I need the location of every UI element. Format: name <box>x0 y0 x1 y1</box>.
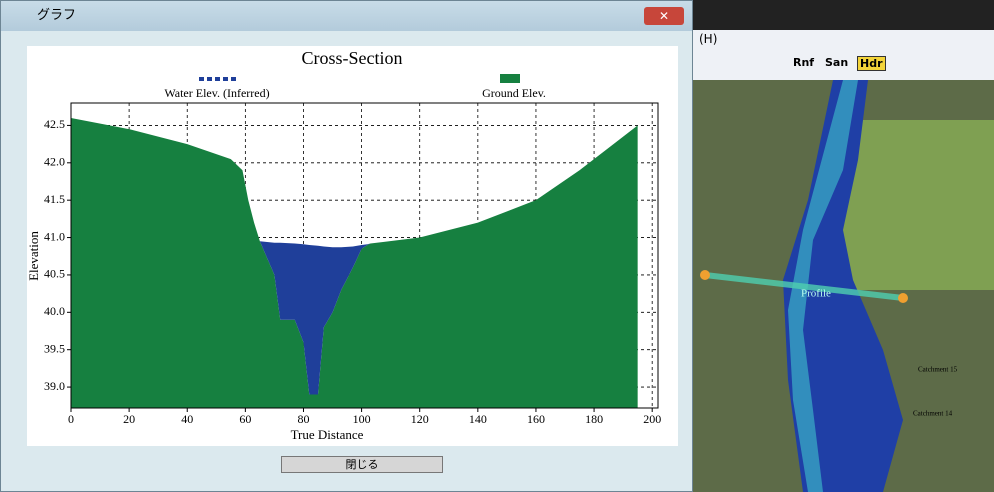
tool-button[interactable]: Hdr <box>857 56 886 71</box>
x-tick-label: 60 <box>239 412 251 426</box>
chart-title: Cross-Section <box>302 48 403 68</box>
close-button[interactable]: 閉じる <box>281 456 443 473</box>
profile-end <box>898 293 908 303</box>
title-bar: グラフ ✕ <box>1 1 692 31</box>
y-tick-label: 42.5 <box>44 117 65 131</box>
x-tick-label: 40 <box>181 412 193 426</box>
y-tick-label: 39.0 <box>44 379 65 393</box>
x-tick-label: 180 <box>585 412 603 426</box>
window-title: グラフ <box>37 8 77 23</box>
graph-window: グラフ ✕ Cross-Section Water Elev. (Inferred… <box>0 0 693 492</box>
flood-deep <box>788 80 858 492</box>
y-tick-label: 42.0 <box>44 155 65 169</box>
map-label: Profile <box>801 288 831 300</box>
x-tick-label: 0 <box>68 412 74 426</box>
toolbar: (H) Rnf San Hdr <box>693 30 994 80</box>
map-label: Catchment 14 <box>913 410 953 418</box>
legend-label: Ground Elev. <box>482 86 546 100</box>
tool-button[interactable]: Rnf <box>793 56 815 69</box>
ground-area <box>71 117 638 408</box>
x-tick-label: 140 <box>469 412 487 426</box>
map: Profile Catchment 15 Catchment 14 <box>693 80 994 492</box>
y-axis-label: Elevation <box>27 231 41 281</box>
y-tick-label: 39.5 <box>44 341 65 355</box>
x-tick-label: 200 <box>643 412 661 426</box>
tool-button[interactable]: San <box>825 56 849 69</box>
legend-label: Water Elev. (Inferred) <box>164 86 269 100</box>
top-strip <box>693 0 994 30</box>
map-label: Catchment 15 <box>918 366 958 374</box>
field <box>843 120 994 290</box>
profile-line <box>704 272 904 301</box>
legend-swatch <box>500 74 520 83</box>
x-tick-label: 20 <box>123 412 135 426</box>
y-tick-label: 41.0 <box>44 229 65 243</box>
flood <box>783 80 903 492</box>
y-tick-label: 40.0 <box>44 304 65 318</box>
x-tick-label: 100 <box>353 412 371 426</box>
menu[interactable]: (H) <box>699 32 718 46</box>
x-tick-label: 160 <box>527 412 545 426</box>
y-tick-label: 40.5 <box>44 267 65 281</box>
chart: Cross-Section Water Elev. (Inferred) Gro… <box>27 46 678 446</box>
app-window: (H) Rnf San Hdr Profile Catchment 15 Cat… <box>693 0 994 492</box>
x-tick-label: 120 <box>411 412 429 426</box>
water-area <box>259 241 371 395</box>
profile-end <box>700 270 710 280</box>
close-x[interactable]: ✕ <box>644 7 684 25</box>
y-tick-label: 41.5 <box>44 192 65 206</box>
plot-frame <box>70 102 659 409</box>
x-axis-label: True Distance <box>291 427 364 442</box>
x-tick-label: 80 <box>297 412 309 426</box>
